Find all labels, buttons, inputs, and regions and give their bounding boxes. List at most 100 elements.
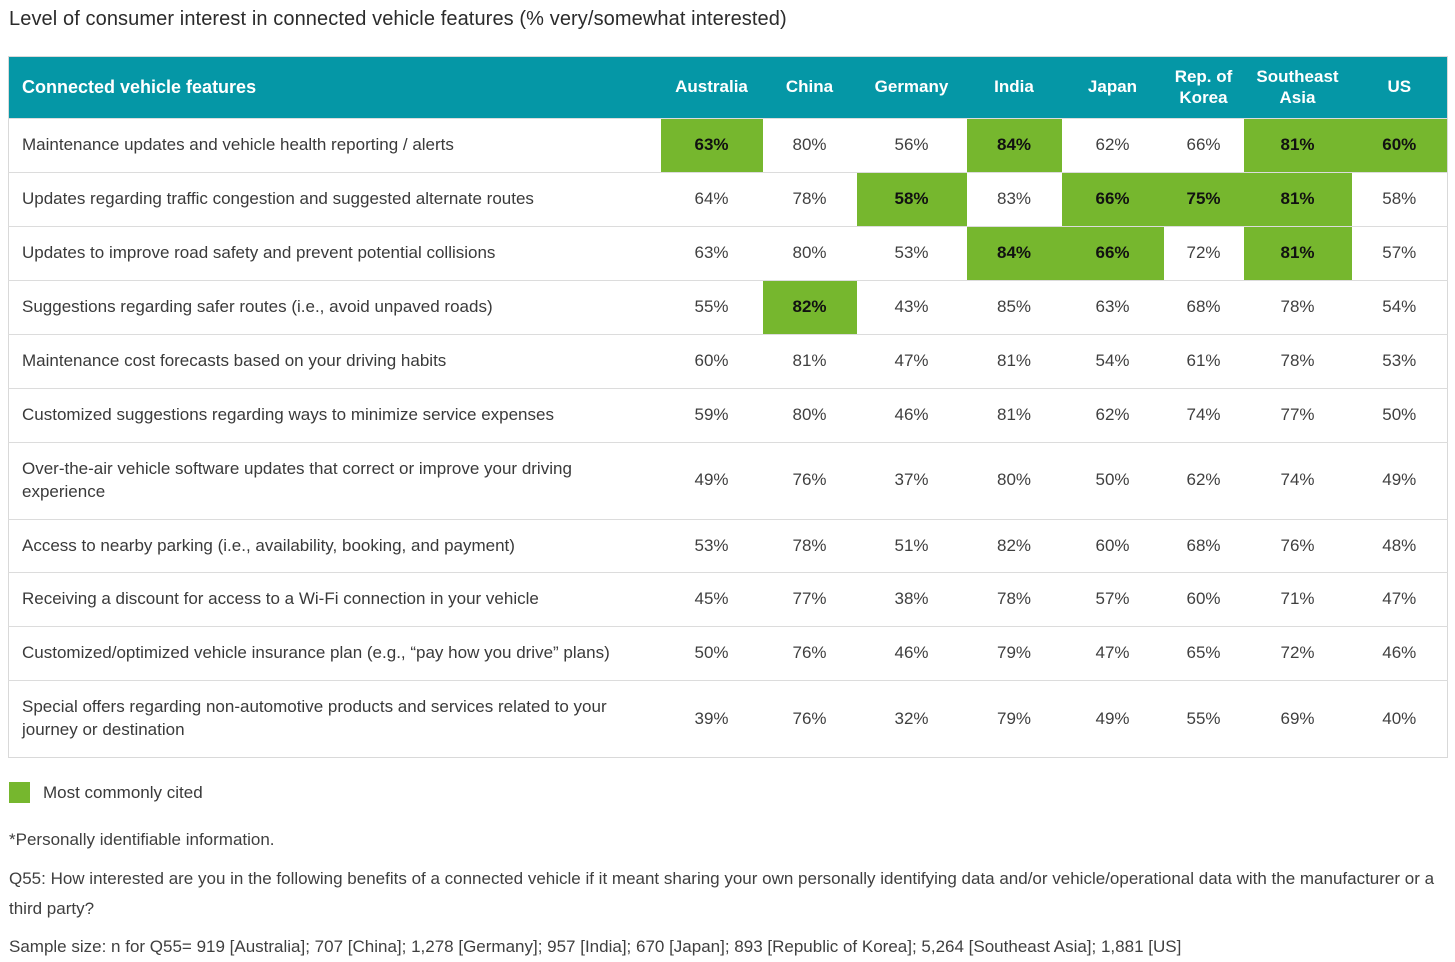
value-cell: 61%: [1163, 333, 1244, 389]
feature-cell: Customized suggestions regarding ways to…: [8, 387, 661, 443]
column-header: China: [762, 56, 857, 119]
value-cell: 78%: [1243, 279, 1352, 335]
value-cell: 53%: [660, 518, 763, 573]
value-cell: 80%: [966, 441, 1062, 519]
table-row: Maintenance updates and vehicle health r…: [8, 118, 1448, 173]
value-cell: 46%: [1351, 626, 1448, 681]
value-cell: 64%: [660, 171, 763, 227]
value-cell: 58%: [856, 171, 967, 227]
value-cell: 48%: [1351, 518, 1448, 573]
value-cell: 62%: [1163, 441, 1244, 519]
table-row: Updates regarding traffic congestion and…: [8, 171, 1448, 227]
value-cell: 59%: [660, 387, 763, 443]
value-cell: 62%: [1061, 118, 1164, 173]
value-cell: 79%: [966, 626, 1062, 681]
value-cell: 78%: [762, 171, 857, 227]
table-row: Maintenance cost forecasts based on your…: [8, 333, 1448, 389]
feature-cell: Maintenance cost forecasts based on your…: [8, 333, 661, 389]
value-cell: 62%: [1061, 387, 1164, 443]
feature-cell: Suggestions regarding safer routes (i.e.…: [8, 279, 661, 335]
value-cell: 47%: [856, 333, 967, 389]
column-header: Germany: [856, 56, 967, 119]
value-cell: 68%: [1163, 518, 1244, 573]
value-cell: 76%: [1243, 518, 1352, 573]
value-cell: 68%: [1163, 279, 1244, 335]
table-header-row: Connected vehicle features Australia Chin…: [8, 56, 1448, 119]
value-cell: 51%: [856, 518, 967, 573]
value-cell: 50%: [1351, 387, 1448, 443]
value-cell: 65%: [1163, 626, 1244, 681]
table-row: Customized suggestions regarding ways to…: [8, 387, 1448, 443]
interest-table: Connected vehicle features Australia Chin…: [8, 56, 1448, 759]
value-cell: 49%: [660, 441, 763, 519]
value-cell: 66%: [1061, 225, 1164, 281]
value-cell: 38%: [856, 572, 967, 627]
feature-cell: Special offers regarding non-automotive …: [8, 680, 661, 758]
feature-cell: Updates to improve road safety and preve…: [8, 225, 661, 281]
value-cell: 78%: [966, 572, 1062, 627]
value-cell: 82%: [966, 518, 1062, 573]
value-cell: 63%: [1061, 279, 1164, 335]
value-cell: 82%: [762, 279, 857, 335]
value-cell: 81%: [1243, 118, 1352, 173]
value-cell: 66%: [1163, 118, 1244, 173]
value-cell: 81%: [762, 333, 857, 389]
value-cell: 43%: [856, 279, 967, 335]
value-cell: 81%: [1243, 171, 1352, 227]
value-cell: 66%: [1061, 171, 1164, 227]
value-cell: 55%: [1163, 680, 1244, 758]
value-cell: 40%: [1351, 680, 1448, 758]
value-cell: 45%: [660, 572, 763, 627]
value-cell: 85%: [966, 279, 1062, 335]
value-cell: 80%: [762, 225, 857, 281]
value-cell: 78%: [762, 518, 857, 573]
value-cell: 47%: [1061, 626, 1164, 681]
value-cell: 79%: [966, 680, 1062, 758]
value-cell: 56%: [856, 118, 967, 173]
value-cell: 74%: [1163, 387, 1244, 443]
value-cell: 60%: [1163, 572, 1244, 627]
feature-cell: Access to nearby parking (i.e., availabi…: [8, 518, 661, 573]
value-cell: 54%: [1061, 333, 1164, 389]
footnote-pii: *Personally identifiable information.: [9, 830, 275, 850]
value-cell: 71%: [1243, 572, 1352, 627]
table-row: Receiving a discount for access to a Wi-…: [8, 572, 1448, 627]
column-header: US: [1351, 56, 1448, 119]
value-cell: 53%: [856, 225, 967, 281]
column-header: Japan: [1061, 56, 1164, 119]
value-cell: 55%: [660, 279, 763, 335]
value-cell: 74%: [1243, 441, 1352, 519]
value-cell: 63%: [660, 118, 763, 173]
value-cell: 76%: [762, 680, 857, 758]
value-cell: 46%: [856, 626, 967, 681]
value-cell: 50%: [660, 626, 763, 681]
feature-cell: Over-the-air vehicle software updates th…: [8, 441, 661, 519]
value-cell: 49%: [1061, 680, 1164, 758]
column-header: Australia: [660, 56, 763, 119]
table-row: Customized/optimized vehicle insurance p…: [8, 626, 1448, 681]
value-cell: 81%: [966, 387, 1062, 443]
value-cell: 84%: [966, 118, 1062, 173]
feature-cell: Updates regarding traffic congestion and…: [8, 171, 661, 227]
value-cell: 76%: [762, 626, 857, 681]
value-cell: 80%: [762, 387, 857, 443]
footnote-question: Q55: How interested are you in the follo…: [9, 868, 1435, 918]
value-cell: 77%: [1243, 387, 1352, 443]
table-row: Access to nearby parking (i.e., availabi…: [8, 518, 1448, 573]
value-cell: 50%: [1061, 441, 1164, 519]
value-cell: 49%: [1351, 441, 1448, 519]
value-cell: 37%: [856, 441, 967, 519]
value-cell: 78%: [1243, 333, 1352, 389]
value-cell: 77%: [762, 572, 857, 627]
value-cell: 53%: [1351, 333, 1448, 389]
value-cell: 81%: [1243, 225, 1352, 281]
value-cell: 60%: [660, 333, 763, 389]
table-row: Over-the-air vehicle software updates th…: [8, 441, 1448, 519]
value-cell: 80%: [762, 118, 857, 173]
value-cell: 75%: [1163, 171, 1244, 227]
legend-swatch-icon: [9, 782, 30, 804]
feature-column-header: Connected vehicle features: [8, 56, 661, 119]
table-row: Special offers regarding non-automotive …: [8, 680, 1448, 758]
value-cell: 72%: [1243, 626, 1352, 681]
